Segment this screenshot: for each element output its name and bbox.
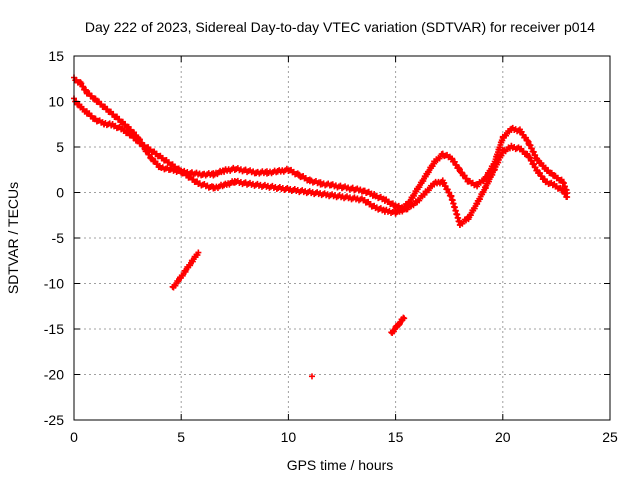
y-tick-label: 5 (56, 139, 64, 155)
data-point (401, 315, 408, 322)
y-tick-label: -10 (44, 276, 64, 292)
data-markers (71, 74, 571, 380)
data-point (560, 187, 567, 194)
y-tick-label: -25 (44, 412, 64, 428)
x-tick-label: 25 (602, 429, 618, 445)
data-point (564, 194, 571, 201)
series-outlier-point (308, 373, 315, 380)
y-tick-label: 15 (48, 48, 64, 64)
y-axis-label: SDTVAR / TECUs (5, 182, 21, 294)
axis-ticks: 0 5 10 15 20 25 15 10 5 0 -5 -10 -15 -20 -25 (44, 48, 618, 445)
series-main-lower (71, 95, 571, 228)
data-point (538, 173, 545, 180)
x-tick-label: 20 (495, 429, 511, 445)
x-tick-label: 15 (388, 429, 404, 445)
data-point (458, 169, 465, 176)
data-point (195, 249, 202, 256)
data-point (308, 373, 315, 380)
x-tick-label: 0 (70, 429, 78, 445)
data-point (456, 166, 463, 173)
x-tick-label: 5 (177, 429, 185, 445)
data-point (453, 161, 460, 168)
data-point (463, 175, 470, 182)
y-tick-label: -20 (44, 367, 64, 383)
y-tick-label: 10 (48, 94, 64, 110)
data-point (562, 190, 569, 197)
series-outlier-segment-2 (388, 314, 408, 337)
data-point (461, 172, 468, 179)
data-point (78, 80, 85, 87)
data-point (451, 158, 458, 165)
data-point (524, 137, 531, 144)
x-tick-label: 10 (281, 429, 297, 445)
data-point (80, 83, 87, 90)
y-tick-label: -5 (52, 230, 65, 246)
data-point (449, 155, 456, 162)
data-point (536, 170, 543, 177)
x-axis-label: GPS time / hours (287, 457, 394, 473)
data-point (82, 86, 89, 93)
series-outlier-segment-1 (169, 249, 202, 291)
y-tick-label: -15 (44, 321, 64, 337)
y-tick-label: 0 (56, 185, 64, 201)
chart-title: Day 222 of 2023, Sidereal Day-to-day VTE… (85, 19, 595, 35)
data-point (534, 167, 541, 174)
